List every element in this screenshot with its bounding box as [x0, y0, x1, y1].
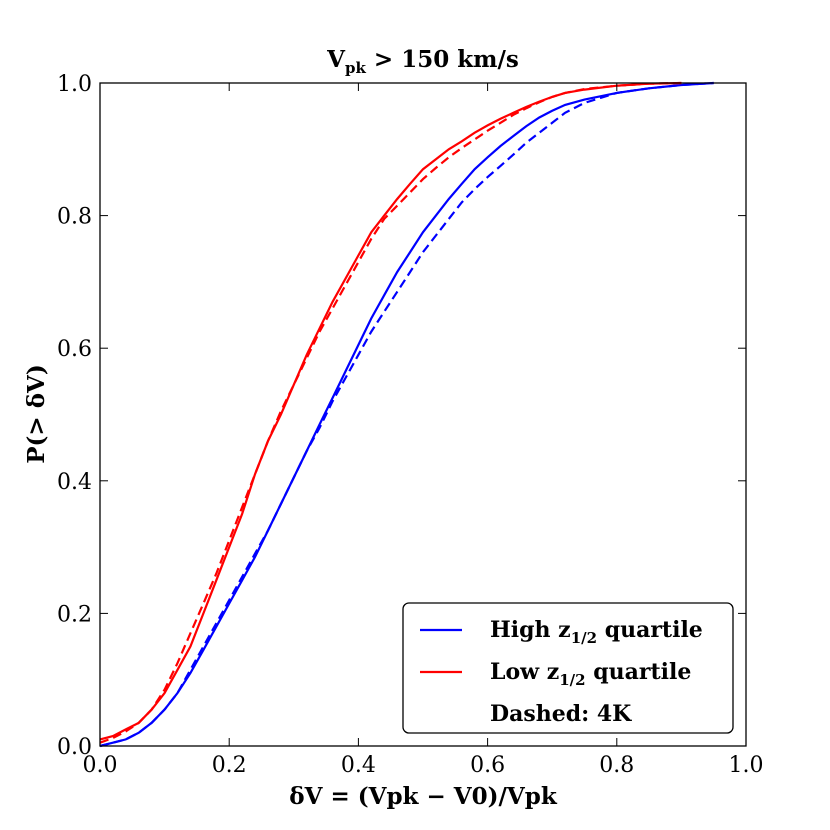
y-tick-label: 0.2 — [57, 602, 92, 627]
legend-box — [402, 602, 734, 734]
ticks-layer: 0.0 0.2 0.4 0.6 0.8 1.0 0.0 0.2 0.4 0.6 0.8 1.0 — [57, 72, 764, 778]
series-line-3 — [99, 81, 682, 744]
x-tick-label: 0.4 — [341, 753, 376, 778]
y-axis-label: P(> δV) — [23, 364, 50, 464]
legend-rest: quartile — [597, 617, 703, 643]
legend-subscript: 1/2 — [571, 629, 597, 647]
plot-area: 0.0 0.2 0.4 0.6 0.8 1.0 0.0 0.2 0.4 0.6 0.8 1.0 — [57, 72, 764, 778]
legend-label-2: Dashed: 4K — [490, 701, 632, 727]
y-tick-label: 1.0 — [57, 72, 92, 97]
y-tick-label: 0.8 — [57, 205, 92, 230]
legend-text: High z — [490, 617, 571, 643]
chart-title: Vpk > 150 km/s — [326, 46, 519, 77]
series-layer — [99, 81, 714, 748]
axes-frame — [99, 82, 747, 747]
legend-text: Low z — [490, 659, 559, 685]
legend-label-0: High z1/2 quartile — [490, 617, 703, 647]
series-line-1 — [99, 81, 714, 748]
legend-text: Dashed: 4K — [490, 701, 632, 727]
legend-label-1: Low z1/2 quartile — [490, 659, 691, 689]
x-tick-label: 1.0 — [729, 753, 764, 778]
legend-subscript: 1/2 — [559, 671, 585, 689]
series-line-0 — [99, 81, 714, 748]
x-axis-label: δV = (Vpk − V0)/Vpk — [289, 783, 558, 810]
x-tick-label: 0.6 — [470, 753, 505, 778]
y-tick-label: 0.6 — [57, 337, 92, 362]
x-tick-label: 0.8 — [599, 753, 634, 778]
y-tick-label: 0.0 — [57, 735, 92, 760]
y-tick-label: 0.4 — [57, 470, 92, 495]
x-tick-label: 0.0 — [83, 753, 118, 778]
x-tick-label: 0.2 — [212, 753, 247, 778]
legend-rest: quartile — [586, 659, 692, 685]
